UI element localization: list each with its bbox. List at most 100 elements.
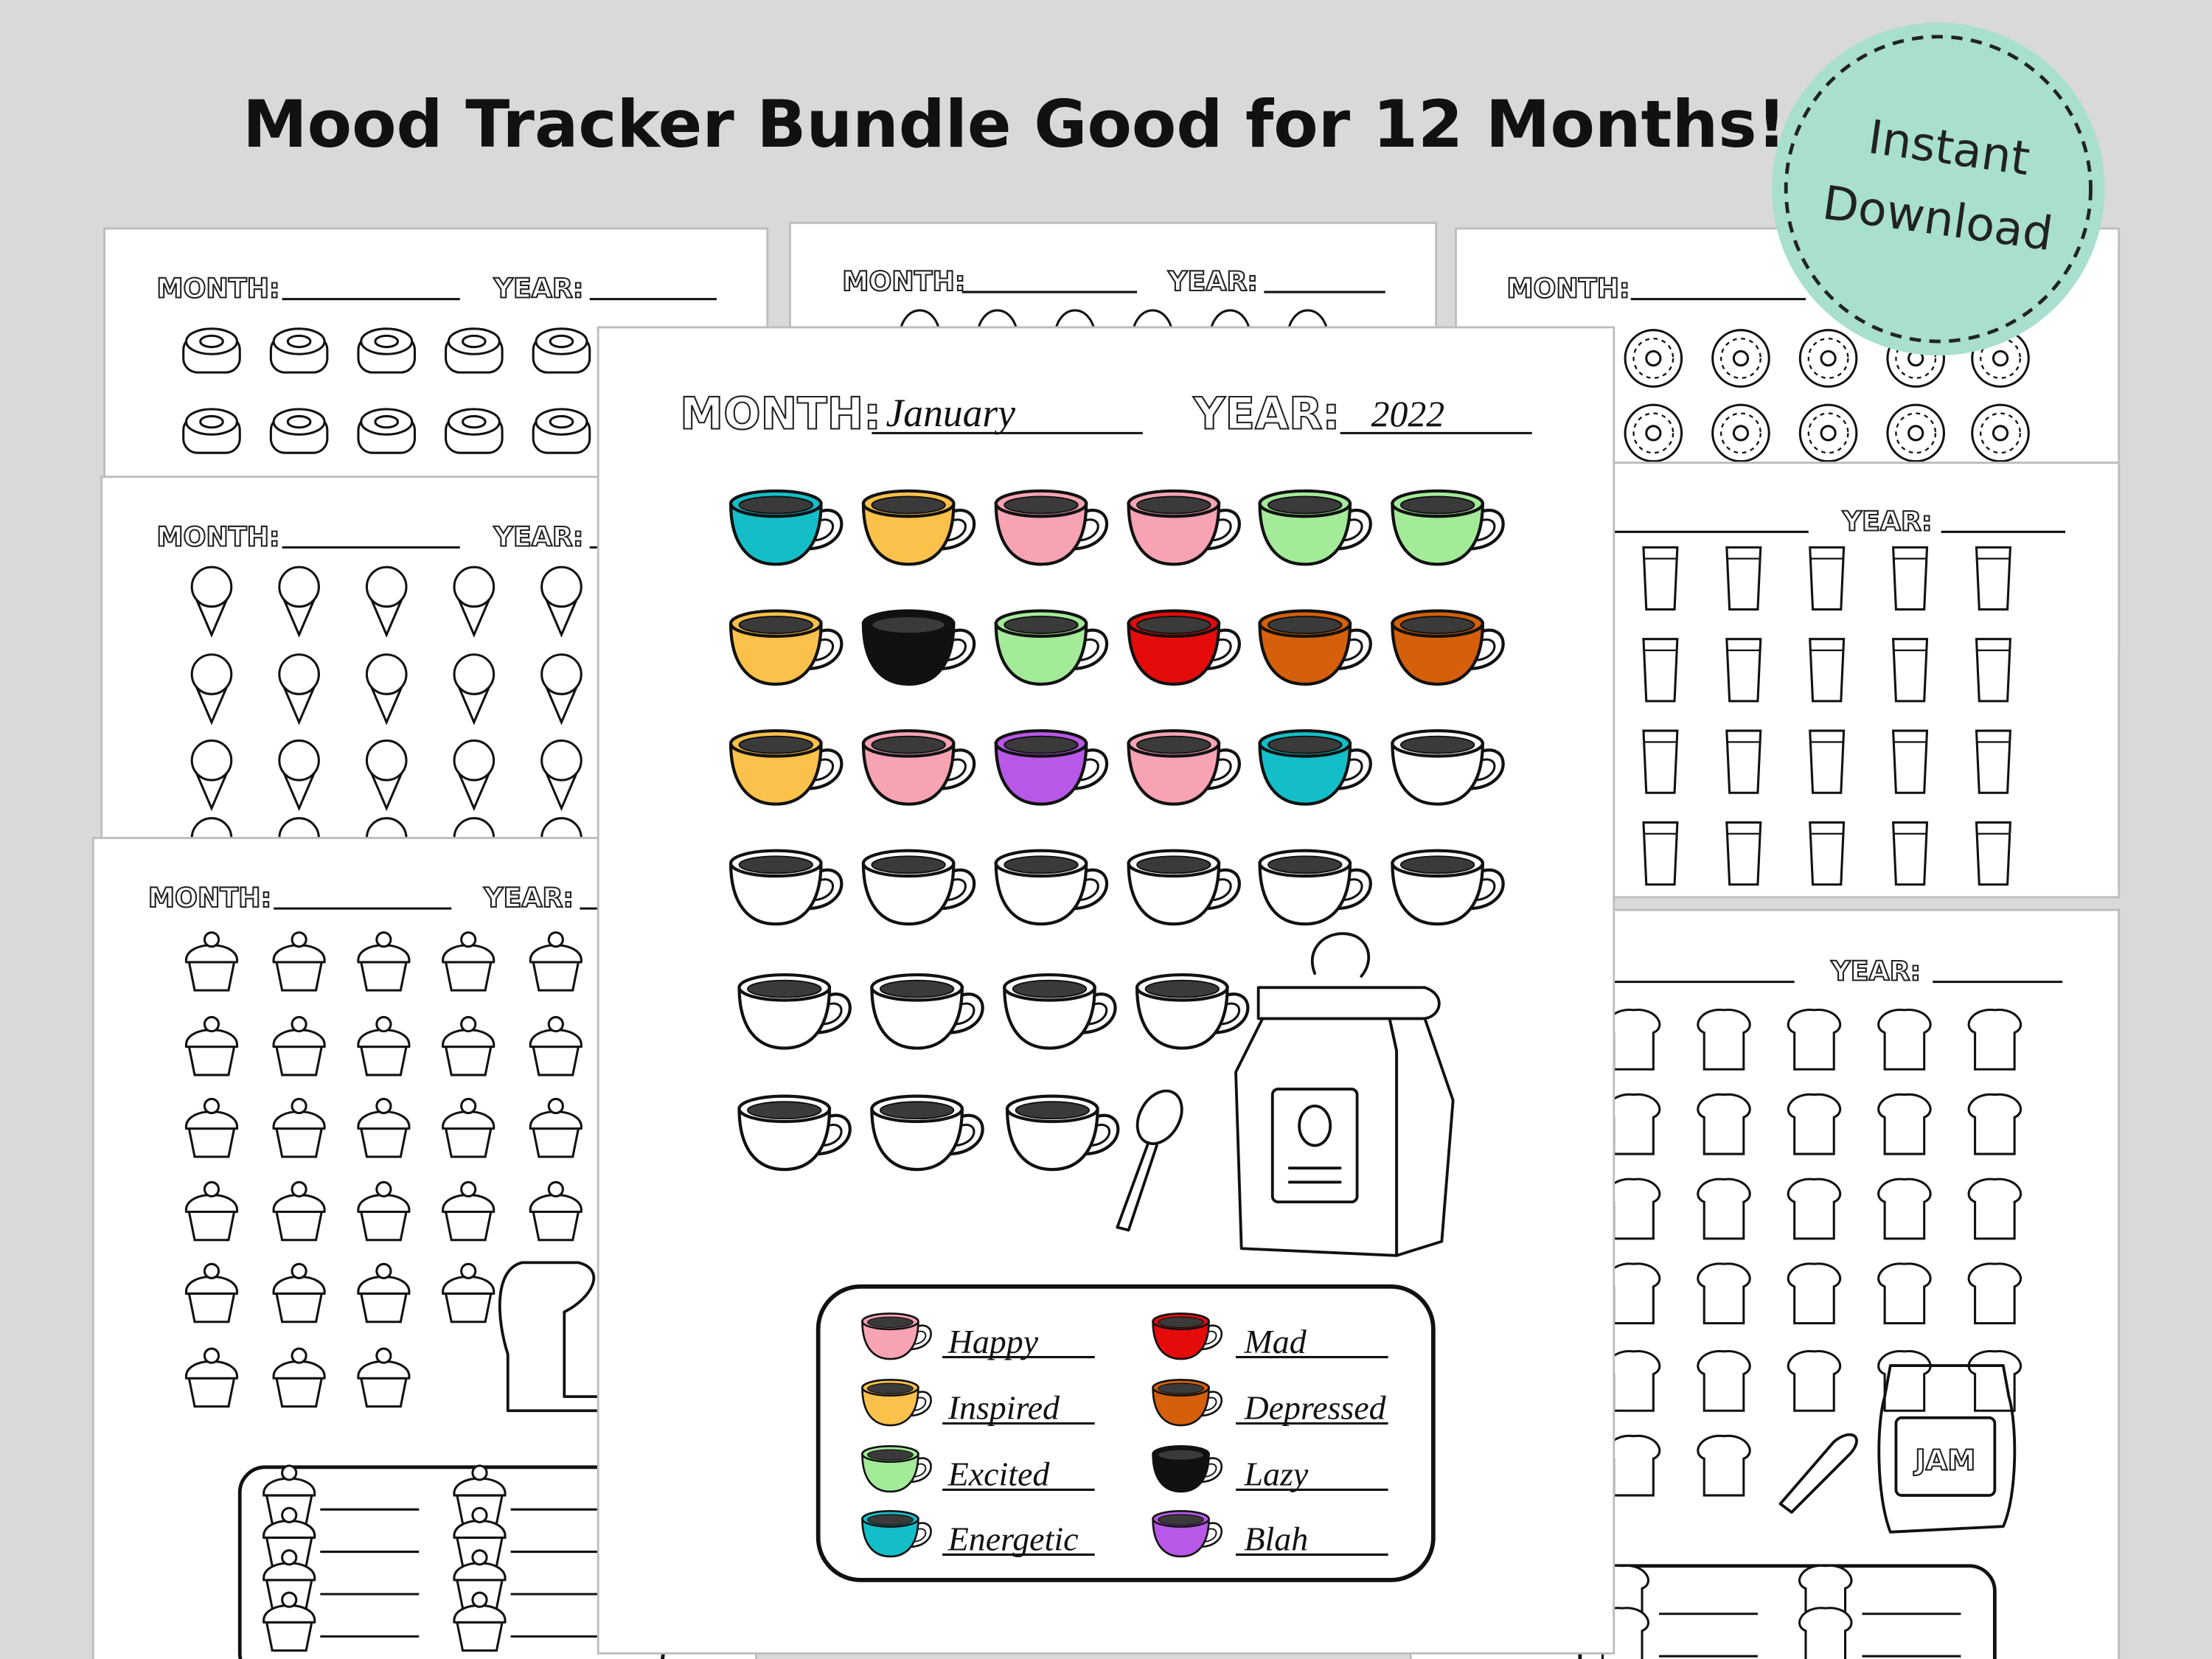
day-cup bbox=[737, 1094, 852, 1172]
toast bbox=[1967, 1262, 2023, 1325]
cherry bbox=[460, 1262, 477, 1279]
sushi-fill bbox=[462, 334, 487, 349]
cup-handle-inner bbox=[914, 1463, 927, 1478]
legend-label: Blah bbox=[1244, 1520, 1308, 1558]
scoop bbox=[453, 566, 495, 608]
scoop bbox=[365, 566, 408, 608]
cup-handle bbox=[1201, 1522, 1222, 1548]
cupcake-liner bbox=[275, 1046, 324, 1077]
donut-icing bbox=[1980, 412, 2021, 454]
cup-body bbox=[1391, 501, 1484, 566]
year-label: YEAR: bbox=[1842, 505, 1933, 537]
cup-handle-inner bbox=[947, 638, 967, 661]
coffee-bag bbox=[1234, 932, 1455, 1257]
badge: Instant Download bbox=[1772, 22, 2105, 356]
cup-handle bbox=[911, 1391, 932, 1417]
cup-body bbox=[861, 1320, 919, 1360]
cup-body bbox=[861, 742, 956, 806]
cup-body bbox=[728, 622, 823, 686]
donut-hole bbox=[1992, 349, 2009, 367]
year-value: 2022 bbox=[1371, 394, 1444, 434]
toast bbox=[1798, 1607, 1853, 1659]
toast bbox=[1697, 1009, 1751, 1071]
donut-icing bbox=[1632, 338, 1674, 379]
cupcake-liner bbox=[359, 1046, 408, 1077]
cup-body bbox=[870, 986, 964, 1050]
cup-handle bbox=[1083, 992, 1117, 1034]
cup-body bbox=[1135, 986, 1229, 1050]
cup-coffee bbox=[738, 735, 813, 754]
cup-handle-inner bbox=[1080, 758, 1099, 782]
scoop bbox=[278, 566, 320, 608]
cup-body bbox=[1391, 861, 1484, 926]
cup-body bbox=[728, 861, 823, 926]
cherry bbox=[471, 1464, 488, 1481]
cherry bbox=[375, 1097, 392, 1115]
cup-handle bbox=[810, 748, 844, 790]
cup-handle-inner bbox=[1476, 638, 1496, 661]
cup-coffee bbox=[1136, 495, 1211, 515]
cherry bbox=[460, 1015, 477, 1033]
glass bbox=[1809, 729, 1846, 794]
day-cup bbox=[728, 728, 844, 806]
cup-body bbox=[994, 742, 1088, 806]
legend-cup bbox=[1152, 1312, 1222, 1360]
cup-handle-inner bbox=[1213, 518, 1232, 542]
glass bbox=[1725, 729, 1762, 794]
toast bbox=[1967, 1009, 2023, 1071]
donut-icing bbox=[1807, 338, 1849, 379]
cupcake-liner bbox=[275, 1377, 324, 1408]
day-cup bbox=[1258, 849, 1372, 926]
day-cup bbox=[1127, 489, 1241, 566]
cup-handle-inner bbox=[1091, 1124, 1111, 1147]
spoon-handle bbox=[1116, 1141, 1158, 1232]
legend-label: Inspired bbox=[947, 1389, 1060, 1427]
cupcake-liner bbox=[444, 1127, 493, 1158]
cup-handle bbox=[911, 1457, 932, 1484]
toast bbox=[1606, 1262, 1661, 1325]
cherry bbox=[375, 1262, 392, 1279]
cherry bbox=[203, 931, 220, 948]
toast bbox=[1697, 1093, 1751, 1155]
cherry bbox=[281, 1464, 298, 1481]
cup-body bbox=[1152, 1320, 1210, 1360]
donut-icing bbox=[1895, 338, 1937, 379]
day-cup bbox=[1391, 489, 1505, 566]
donut-icing bbox=[1632, 412, 1674, 454]
cup-body bbox=[994, 861, 1088, 926]
cup-handle-inner bbox=[1205, 1463, 1217, 1478]
cup-handle bbox=[942, 509, 976, 551]
month-label: MONTH: bbox=[156, 521, 279, 552]
glass bbox=[1725, 821, 1762, 886]
glass bbox=[1975, 729, 2012, 794]
cup-coffee bbox=[747, 1101, 822, 1120]
cup-coffee bbox=[1136, 735, 1211, 754]
cup-handle bbox=[1338, 869, 1372, 911]
day-cup bbox=[1005, 1094, 1120, 1172]
cup-coffee bbox=[871, 495, 946, 515]
cup-grid bbox=[728, 489, 1505, 1172]
day-cup bbox=[1127, 609, 1241, 686]
cupcake-liner bbox=[444, 1046, 493, 1077]
cup-coffee bbox=[1158, 1514, 1204, 1526]
day-cup bbox=[1391, 728, 1505, 806]
cherry bbox=[547, 1097, 564, 1115]
legend-box bbox=[815, 1284, 1436, 1582]
cherry bbox=[291, 1097, 307, 1115]
cupcake-liner bbox=[275, 1127, 324, 1158]
day-cup bbox=[1135, 973, 1250, 1050]
cup-handle bbox=[1216, 992, 1250, 1034]
cupcake-liner bbox=[359, 1377, 408, 1408]
sushi-fill bbox=[199, 414, 224, 429]
cup-handle-inner bbox=[815, 518, 835, 542]
scoop bbox=[453, 653, 495, 695]
badge-dash bbox=[1784, 35, 2093, 344]
donut-icing bbox=[1895, 412, 1937, 454]
cup-handle-inner bbox=[947, 878, 967, 902]
day-cup bbox=[1258, 609, 1372, 686]
cherry bbox=[547, 1180, 564, 1197]
cupcake-liner bbox=[187, 1046, 236, 1077]
donut-hole bbox=[1820, 349, 1837, 367]
cherry bbox=[281, 1549, 298, 1566]
cup-handle bbox=[1471, 748, 1505, 790]
